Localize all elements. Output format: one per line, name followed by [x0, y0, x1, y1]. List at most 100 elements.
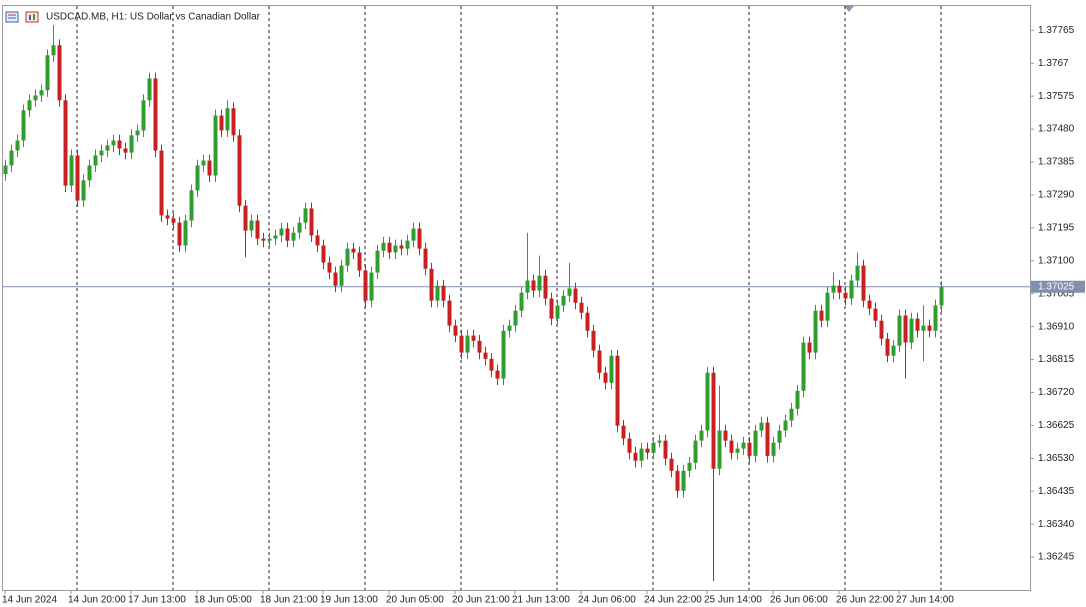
candle-body	[81, 180, 86, 201]
candle-body	[411, 228, 416, 241]
candle-body	[435, 285, 440, 301]
candle-body	[765, 422, 770, 456]
x-tick-label: 19 Jun 13:00	[320, 595, 378, 606]
last-price-box	[1031, 280, 1085, 293]
y-tick-label: 1.37480	[1038, 124, 1075, 135]
candle-body	[639, 448, 644, 461]
candle-body	[261, 238, 266, 241]
candle-body	[783, 420, 788, 431]
candle-body	[213, 115, 218, 176]
candle-body	[795, 390, 800, 409]
candle-body	[321, 245, 326, 263]
candle-body	[255, 220, 260, 239]
candle-body	[303, 208, 308, 223]
x-tick-label: 20 Jun 21:00	[452, 595, 510, 606]
title-icons	[5, 11, 39, 23]
candle-body	[675, 470, 680, 491]
candle-body	[927, 325, 932, 331]
candle-body	[51, 45, 56, 56]
last-price-label: 1.37025	[1038, 281, 1075, 292]
y-tick-label: 1.36815	[1038, 354, 1075, 365]
shift-marker	[844, 6, 854, 12]
candle-body	[555, 305, 560, 319]
x-tick-label: 26 Jun 22:00	[836, 595, 894, 606]
candle-body	[897, 315, 902, 346]
candle-body	[705, 372, 710, 431]
candle-body	[837, 285, 842, 293]
candle-body	[459, 335, 464, 353]
candle-body	[183, 220, 188, 246]
candle-body	[267, 238, 272, 241]
candle-body	[225, 108, 230, 131]
candle-body	[399, 245, 404, 249]
candle-body	[117, 140, 122, 149]
candle-body	[603, 372, 608, 383]
chart-icon-bar	[33, 14, 35, 20]
candle-body	[447, 300, 452, 326]
candle-body	[363, 270, 368, 301]
candle-body	[537, 275, 542, 291]
candle-body	[243, 205, 248, 231]
candle-body	[381, 242, 386, 251]
candle-body	[873, 308, 878, 321]
candle-body	[645, 448, 650, 453]
candle-body	[681, 470, 686, 491]
candle-body	[801, 342, 806, 391]
candle-body	[507, 325, 512, 331]
y-tick-label: 1.36245	[1038, 552, 1075, 563]
candle-body	[813, 310, 818, 353]
candle-body	[291, 232, 296, 241]
candle-body	[315, 235, 320, 246]
candle-body	[609, 355, 614, 383]
candle-body	[807, 342, 812, 353]
candle-body	[369, 272, 374, 301]
candle-body	[519, 292, 524, 311]
candle-body	[939, 286, 944, 306]
candle-body	[87, 165, 92, 181]
candle-body	[891, 345, 896, 356]
candle-body	[561, 295, 566, 306]
candle-body	[531, 280, 536, 291]
y-tick-label: 1.36720	[1038, 387, 1075, 398]
candle-body	[417, 228, 422, 249]
candle-body	[207, 160, 212, 176]
y-tick-label: 1.37385	[1038, 157, 1075, 168]
candle-body	[147, 78, 152, 101]
candle-body	[921, 325, 926, 331]
x-tick-label: 21 Jun 13:00	[512, 595, 570, 606]
candle-body	[273, 235, 278, 239]
y-tick-label: 1.37575	[1038, 91, 1075, 102]
candle-body	[141, 100, 146, 131]
candle-body	[651, 442, 656, 453]
candle-body	[843, 292, 848, 299]
candle-body	[429, 268, 434, 301]
candle-body	[693, 440, 698, 463]
candle-body	[159, 150, 164, 216]
candle-body	[69, 155, 74, 186]
candle-body	[879, 320, 884, 339]
candle-body	[231, 108, 236, 136]
candle-body	[249, 220, 254, 231]
candle-body	[309, 208, 314, 236]
candle-body	[627, 438, 632, 453]
chart-icon	[25, 11, 39, 23]
plot-border	[2, 5, 1031, 591]
candle-body	[219, 115, 224, 131]
candle-body	[63, 100, 68, 186]
candle-body	[171, 218, 176, 223]
candle-body	[45, 55, 50, 91]
candle-body	[861, 265, 866, 301]
x-tick-label: 24 Jun 06:00	[578, 595, 636, 606]
candle-body	[471, 335, 476, 341]
candle-body	[165, 215, 170, 219]
candle-body	[549, 298, 554, 319]
candle-body	[93, 155, 98, 166]
candle-body	[513, 310, 518, 326]
candle-body	[405, 240, 410, 249]
x-tick-label: 18 Jun 05:00	[194, 595, 252, 606]
candle-body	[375, 250, 380, 273]
candle-body	[591, 330, 596, 351]
y-tick-label: 1.3767	[1038, 58, 1069, 69]
y-tick-label: 1.37765	[1038, 25, 1075, 36]
candle-body	[285, 228, 290, 241]
